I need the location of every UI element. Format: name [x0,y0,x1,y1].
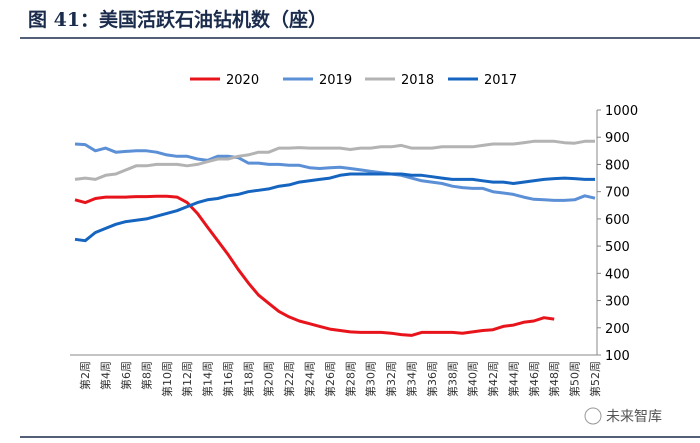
x-tick-label: 第10周 [160,361,174,397]
legend-label: 2018 [401,73,434,88]
legend-label: 2020 [226,73,259,88]
x-tick-label: 第18周 [241,361,255,397]
x-tick-label: 第4周 [99,361,113,390]
x-tick-label: 第52周 [588,361,602,397]
x-tick-label: 第12周 [180,361,194,397]
y-tick-label: 700 [605,186,630,201]
x-tick-label: 第34周 [404,361,418,397]
x-tick-label: 第16周 [221,361,235,397]
x-tick-label: 第30周 [364,361,378,397]
y-tick-label: 900 [605,131,630,146]
y-tick-label: 400 [605,267,630,282]
x-tick-label: 第22周 [282,361,296,397]
series-line [74,194,555,337]
x-tick-label: 第32周 [384,361,398,397]
y-tick-label: 600 [605,213,630,228]
x-tick-label: 第38周 [445,361,459,397]
y-tick-label: 300 [605,295,630,310]
legend-label: 2019 [319,73,352,88]
chart-title: 图 41：美国活跃石油钻机数（座） [28,8,327,31]
series-line [74,142,596,202]
x-tick-label: 第46周 [527,361,541,397]
y-tick-label: 1000 [605,104,638,119]
x-tick-label: 第6周 [119,361,133,390]
legend-label: 2017 [484,73,517,88]
x-tick-label: 第8周 [139,361,153,390]
x-tick-label: 第26周 [323,361,337,397]
x-tick-label: 第24周 [303,361,317,397]
x-tick-label: 第50周 [568,361,582,397]
y-tick-label: 100 [605,349,630,364]
series-line [74,172,595,243]
series-line [74,139,595,181]
y-tick-label: 800 [605,158,630,173]
y-tick-label: 200 [605,322,630,337]
watermark-icon [584,407,602,425]
x-tick-label: 第20周 [262,361,276,397]
watermark: 未来智库 [606,409,662,425]
x-tick-label: 第2周 [78,361,92,390]
y-tick-label: 500 [605,240,630,255]
x-tick-label: 第48周 [547,361,561,397]
x-tick-label: 第28周 [343,361,357,397]
x-tick-label: 第42周 [486,361,500,397]
x-tick-label: 第40周 [466,361,480,397]
x-tick-label: 第44周 [506,361,520,397]
x-tick-label: 第14周 [201,361,215,397]
x-tick-label: 第36周 [425,361,439,397]
